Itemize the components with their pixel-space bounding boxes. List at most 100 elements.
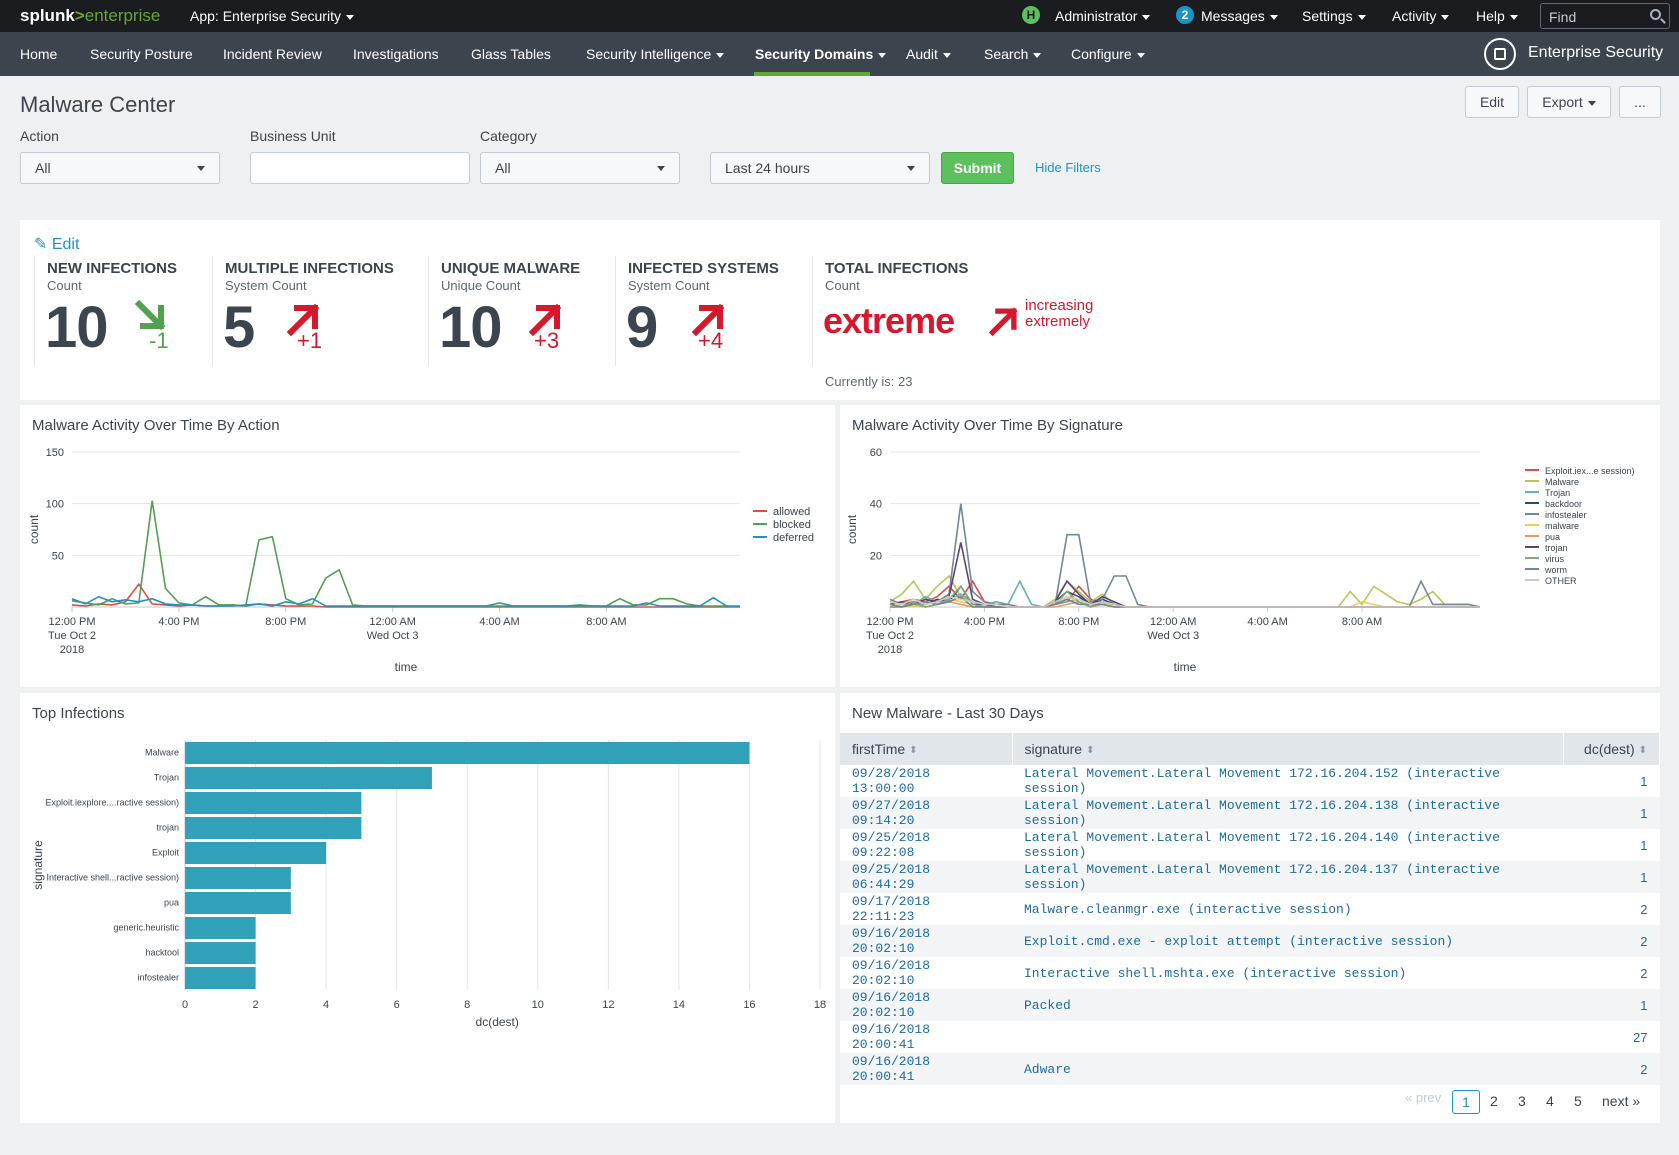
user-menu[interactable]: Administrator <box>1055 8 1151 24</box>
table-row[interactable]: 09/16/2018 20:00:41 27 <box>840 1021 1660 1053</box>
bar[interactable] <box>185 742 750 764</box>
table-row[interactable]: 09/16/2018 20:02:10 Interactive shell.msh… <box>840 957 1660 989</box>
cell-dc-dest[interactable]: 1 <box>1640 773 1648 789</box>
cell-firsttime[interactable]: 09/27/2018 09:14:20 <box>840 797 1012 829</box>
series-line-other[interactable] <box>889 595 1480 608</box>
cell-dc-dest[interactable]: 2 <box>1640 965 1648 981</box>
nav-security-posture[interactable]: Security Posture <box>90 46 193 62</box>
bar[interactable] <box>185 767 432 789</box>
nav-investigations[interactable]: Investigations <box>353 46 439 62</box>
bar[interactable] <box>185 792 362 814</box>
pagination-page-3[interactable]: 3 <box>1518 1093 1526 1109</box>
settings-menu[interactable]: Settings <box>1302 8 1366 24</box>
cell-dc-dest[interactable]: 1 <box>1563 989 1660 1021</box>
legend-label[interactable]: pua <box>1545 532 1560 542</box>
nav-security-intelligence[interactable]: Security Intelligence <box>586 46 725 62</box>
bar[interactable] <box>185 867 291 889</box>
cell-signature[interactable]: Malware.cleanmgr.exe (interactive sessio… <box>1024 901 1352 917</box>
cell-dc-dest[interactable]: 1 <box>1563 861 1660 893</box>
legend-label[interactable]: trojan <box>1545 543 1568 553</box>
table-row[interactable]: 09/25/2018 09:22:08 Lateral Movement.Late… <box>840 829 1660 861</box>
legend-label[interactable]: allowed <box>773 506 810 518</box>
cell-signature[interactable]: Lateral Movement.Lateral Movement 172.16… <box>1012 861 1564 893</box>
legend-label[interactable]: deferred <box>773 532 814 544</box>
series-line-deferred[interactable] <box>71 595 740 607</box>
column-header-dc-dest[interactable]: dc(dest) ⬍ <box>1563 733 1660 765</box>
edit-button[interactable]: Edit <box>1465 86 1519 118</box>
submit-button[interactable]: Submit <box>941 152 1014 184</box>
cell-firsttime[interactable]: 09/16/2018 20:00:41 <box>852 1022 931 1052</box>
nav-search[interactable]: Search <box>984 46 1042 62</box>
legend-label[interactable]: Exploit.iex...e session) <box>1545 466 1635 476</box>
pagination-page-2[interactable]: 2 <box>1490 1093 1498 1109</box>
cell-firsttime[interactable]: 09/16/2018 20:02:10 <box>840 989 1012 1021</box>
action-line-chart[interactable]: 50 100 150 12:00 PM Tue Oct 2 2018 4:00 PM 8:00… <box>20 405 835 687</box>
nav-incident-review[interactable]: Incident Review <box>223 46 322 62</box>
cell-signature[interactable]: Lateral Movement.Lateral Movement 172.16… <box>1024 766 1500 796</box>
column-header-signature[interactable]: signature ⬍ <box>1012 733 1564 765</box>
cell-signature[interactable]: Packed <box>1012 989 1564 1021</box>
cell-firsttime[interactable]: 09/16/2018 20:00:41 <box>840 1053 1012 1085</box>
bar[interactable] <box>185 842 327 864</box>
category-filter-select[interactable]: All <box>480 152 680 184</box>
table-row[interactable]: 09/16/2018 20:02:10 Packed 1 <box>840 989 1660 1021</box>
pagination-page-1[interactable]: 1 <box>1452 1090 1480 1114</box>
legend-label[interactable]: Trojan <box>1545 488 1570 498</box>
splunk-logo[interactable]: splunk>enterprise <box>20 6 161 25</box>
signature-line-chart[interactable]: 20 40 60 12:00 PM Tue Oct 2 2018 4:00 PM 8:00 P… <box>840 405 1660 687</box>
kpi-new-infections[interactable]: NEW INFECTIONS Count 10 -1 <box>34 256 199 366</box>
cell-dc-dest[interactable]: 2 <box>1563 925 1660 957</box>
find-input[interactable]: Find <box>1540 3 1670 29</box>
legend-label[interactable]: OTHER <box>1545 576 1577 586</box>
legend-label[interactable]: backdoor <box>1545 499 1582 509</box>
series-line-blocked[interactable] <box>71 500 741 608</box>
pagination-page-5[interactable]: 5 <box>1574 1093 1582 1109</box>
bar[interactable] <box>185 967 256 989</box>
nav-security-domains[interactable]: Security Domains <box>755 46 887 62</box>
table-row[interactable]: 09/25/2018 06:44:29 Lateral Movement.Late… <box>840 861 1660 893</box>
pagination-next[interactable]: next » <box>1602 1093 1641 1109</box>
kpi-edit-link[interactable]: ✎ Edit <box>34 236 80 253</box>
table-row[interactable]: 09/16/2018 20:02:10 Exploit.cmd.exe - exp… <box>840 925 1660 957</box>
activity-menu[interactable]: Activity <box>1392 8 1450 24</box>
cell-signature[interactable]: Lateral Movement.Lateral Movement 172.16… <box>1024 830 1500 860</box>
cell-firsttime[interactable]: 09/28/2018 13:00:00 <box>852 766 931 796</box>
legend-label[interactable]: blocked <box>773 519 811 531</box>
cell-dc-dest[interactable]: 2 <box>1563 1053 1660 1085</box>
column-header-firsttime[interactable]: firstTime ⬍ <box>840 733 1013 765</box>
cell-signature[interactable]: Lateral Movement.Lateral Movement 172.16… <box>1012 797 1564 829</box>
table-row[interactable]: 09/28/2018 13:00:00 Lateral Movement.Late… <box>840 765 1660 797</box>
app-menu[interactable]: App: Enterprise Security <box>190 8 354 24</box>
legend-label[interactable]: virus <box>1545 554 1565 564</box>
cell-signature[interactable]: Interactive shell.mshta.exe (interactive… <box>1024 965 1407 981</box>
cell-firsttime[interactable]: 09/17/2018 22:11:23 <box>852 894 931 924</box>
pagination-prev[interactable]: « prev <box>1405 1090 1442 1105</box>
search-icon[interactable] <box>1650 9 1661 20</box>
cell-firsttime[interactable]: 09/25/2018 06:44:29 <box>840 861 1012 893</box>
cell-dc-dest[interactable]: 1 <box>1563 797 1660 829</box>
action-filter-select[interactable]: All <box>20 152 220 184</box>
bar[interactable] <box>185 817 362 839</box>
cell-firsttime[interactable]: 09/16/2018 20:02:10 <box>840 925 1012 957</box>
legend-label[interactable]: malware <box>1545 521 1579 531</box>
bar[interactable] <box>185 917 256 939</box>
kpi-unique-malware[interactable]: UNIQUE MALWARE Unique Count 10 +3 <box>428 256 613 366</box>
nav-glass-tables[interactable]: Glass Tables <box>471 46 551 62</box>
time-range-picker[interactable]: Last 24 hours <box>710 152 930 184</box>
cell-dc-dest[interactable]: 1 <box>1640 837 1648 853</box>
hide-filters-link[interactable]: Hide Filters <box>1035 160 1101 175</box>
legend-label[interactable]: worm <box>1544 565 1567 575</box>
cell-signature[interactable]: Adware <box>1012 1053 1564 1085</box>
kpi-multiple-infections[interactable]: MULTIPLE INFECTIONS System Count 5 +1 <box>212 256 427 366</box>
bar[interactable] <box>185 942 256 964</box>
legend-label[interactable]: infostealer <box>1545 510 1587 520</box>
more-actions-button[interactable]: ... <box>1619 86 1661 118</box>
cell-signature[interactable] <box>1012 1021 1564 1053</box>
kpi-infected-systems[interactable]: INFECTED SYSTEMS System Count 9 +4 <box>615 256 800 366</box>
kpi-total-infections[interactable]: TOTAL INFECTIONS Count extreme increasin… <box>812 256 1132 389</box>
help-menu[interactable]: Help <box>1476 8 1518 24</box>
cell-firsttime[interactable]: 09/25/2018 09:22:08 <box>852 830 931 860</box>
cell-signature[interactable]: Exploit.cmd.exe - exploit attempt (inter… <box>1012 925 1564 957</box>
cell-dc-dest[interactable]: 2 <box>1640 901 1648 917</box>
nav-configure[interactable]: Configure <box>1071 46 1145 62</box>
